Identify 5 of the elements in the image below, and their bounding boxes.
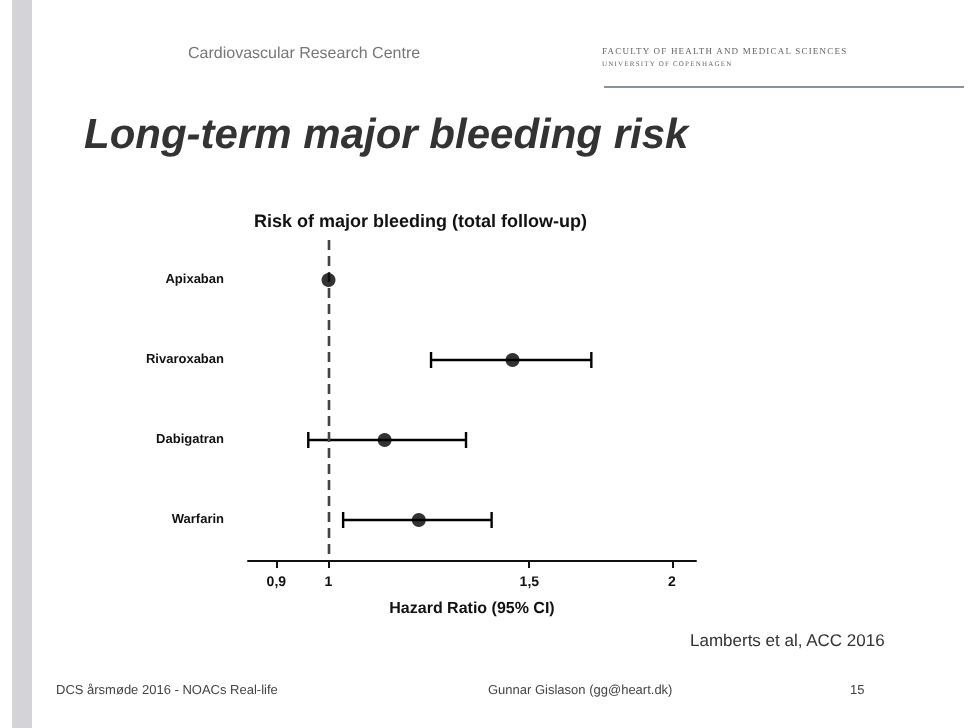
chart-title: Long-term major bleeding risk — [84, 112, 689, 160]
x-axis-title: Hazard Ratio (95% CI) — [389, 599, 556, 617]
chart-subtitle: Risk of major bleeding (total follow-up) — [254, 211, 587, 231]
text: Lamberts et al, ACC 2016 — [690, 630, 885, 650]
text: Cardiovascular Research Centre — [188, 44, 421, 62]
